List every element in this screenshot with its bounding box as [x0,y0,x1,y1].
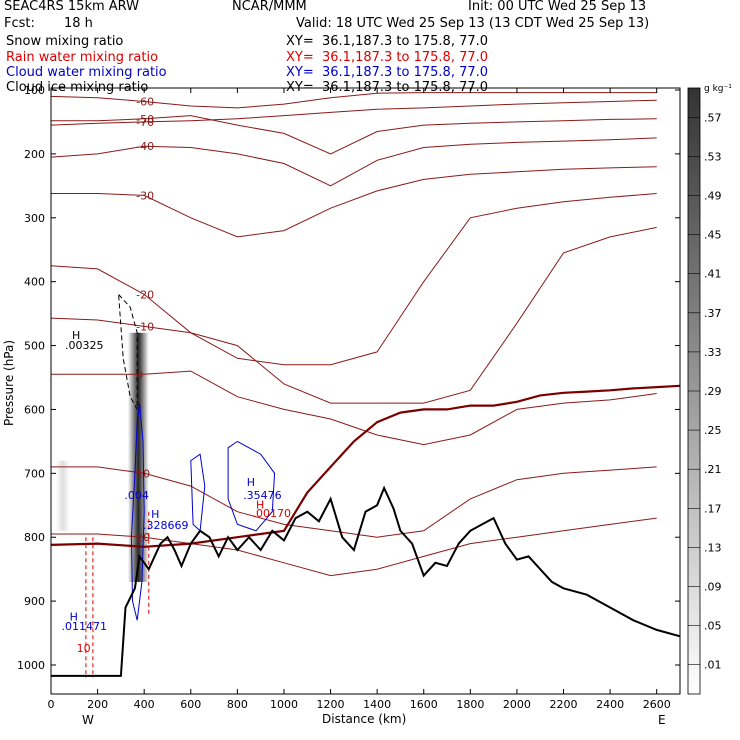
x-tick-label: 600 [180,698,201,711]
y-tick-label: 900 [24,595,45,608]
fcst-value: 18 h [64,16,93,31]
valid-time: Valid: 18 UTC Wed 25 Sep 13 (13 CDT Wed … [296,16,650,31]
x-end-label-w: W [82,713,94,727]
fcst-label: Fcst: [4,16,35,31]
colorbar-label: .33 [704,346,722,359]
colorbar-label: .25 [704,424,722,437]
y-tick-label: 800 [24,531,45,544]
snow-shading-faint [55,460,70,531]
colorbar-label: .17 [704,502,722,515]
isotherm-line [51,517,657,577]
field-name-snow: Snow mixing ratio [6,34,124,49]
field-xy-cloudwater: XY= 36.1,187.3 to 175.8, 77.0 [286,65,489,80]
y-tick-label: 600 [24,403,45,416]
x-tick-label: 1600 [410,698,438,711]
y-tick-label: 700 [24,467,45,480]
contour-annotation: .011471 [61,620,107,633]
isotherm-label: -40 [136,140,154,153]
field-name-rain: Rain water mixing ratio [6,50,159,65]
contour-annotation: H [256,498,264,511]
source-title: NCAR/MMM [232,0,307,14]
contour-annotation: H [70,610,78,623]
colorbar-label: .05 [704,620,722,633]
x-tick-label: 200 [87,698,108,711]
contour-annotation: H [72,329,80,342]
colorbar-label: .01 [704,659,722,672]
colorbar-label: .21 [704,463,722,476]
isotherm-line [51,137,657,187]
contour-annotation: .004 [124,489,149,502]
isotherm-label: -20 [136,288,154,301]
contour-annotation: .35476 [243,489,282,502]
isotherm-line [51,99,657,126]
isotherm-label: -50 [136,113,154,126]
colorbar-label: .29 [704,385,722,398]
colorbar-label: .53 [704,150,722,163]
y-tick-label: 1000 [17,659,45,672]
colorbar-label: .45 [704,229,722,242]
cloud-ice-contour [118,294,138,410]
y-tick-label: 500 [24,340,45,353]
field-xy-snow: XY= 36.1,187.3 to 175.8, 77.0 [286,34,489,49]
contour-annotation: 10 [77,642,91,655]
x-tick-label: 800 [227,698,248,711]
cloud-water-contour [190,453,206,532]
colorbar-label: .37 [704,307,722,320]
contour-annotation: .00325 [65,339,104,352]
model-title: SEAC4RS 15km ARW [4,0,140,14]
x-tick-label: 1200 [317,698,345,711]
isotherm-label: -10 [136,320,154,333]
contour-annotation: H [247,476,255,489]
contour-annotation: H [151,508,159,521]
init-time: Init: 00 UTC Wed 25 Sep 13 [468,0,647,14]
isotherm-line [51,166,657,238]
x-tick-label: 2000 [503,698,531,711]
isotherm-label: -30 [136,189,154,202]
isotherm-line [51,370,657,446]
y-tick-label: 200 [24,148,45,161]
contour-annotation: .00170 [253,507,292,520]
isotherm-line [51,92,657,109]
y-tick-label: 300 [24,212,45,225]
cloud-water-contour [227,440,276,532]
x-tick-label: 2400 [596,698,624,711]
contour-annotation: .328669 [143,519,189,532]
isotherm-line [51,115,657,155]
isotherm-line [51,466,657,538]
isotherm-label: -60 [136,96,154,109]
field-name-cloudwater: Cloud water mixing ratio [6,65,167,80]
y-tick-label: 400 [24,276,45,289]
x-axis-title: Distance (km) [322,712,407,726]
x-tick-label: 1000 [270,698,298,711]
colorbar-label: .13 [704,541,722,554]
isotherm-line [51,226,657,404]
colorbar-label: .49 [704,190,722,203]
x-tick-label: 0 [48,698,55,711]
x-tick-label: 1800 [456,698,484,711]
cloud-water-contour [130,403,145,621]
isotherm-label: 0 [136,368,143,381]
colorbar-unit: g kg⁻¹ [704,84,732,94]
x-end-label-e: E [658,713,666,727]
isotherm-line [51,193,657,366]
colorbar-label: .41 [704,268,722,281]
x-tick-label: 400 [134,698,155,711]
x-tick-label: 2600 [643,698,671,711]
x-tick-label: 2200 [550,698,578,711]
plot-frame [50,87,681,695]
terrain-surface [51,485,680,677]
field-xy-rain: XY= 36.1,187.3 to 175.8, 77.0 [286,50,489,65]
colorbar-label: .57 [704,111,722,124]
colorbar-label: .09 [704,580,722,593]
freezing-level-line [51,384,680,548]
y-tick-label: 100 [24,84,45,97]
x-tick-label: 1400 [363,698,391,711]
